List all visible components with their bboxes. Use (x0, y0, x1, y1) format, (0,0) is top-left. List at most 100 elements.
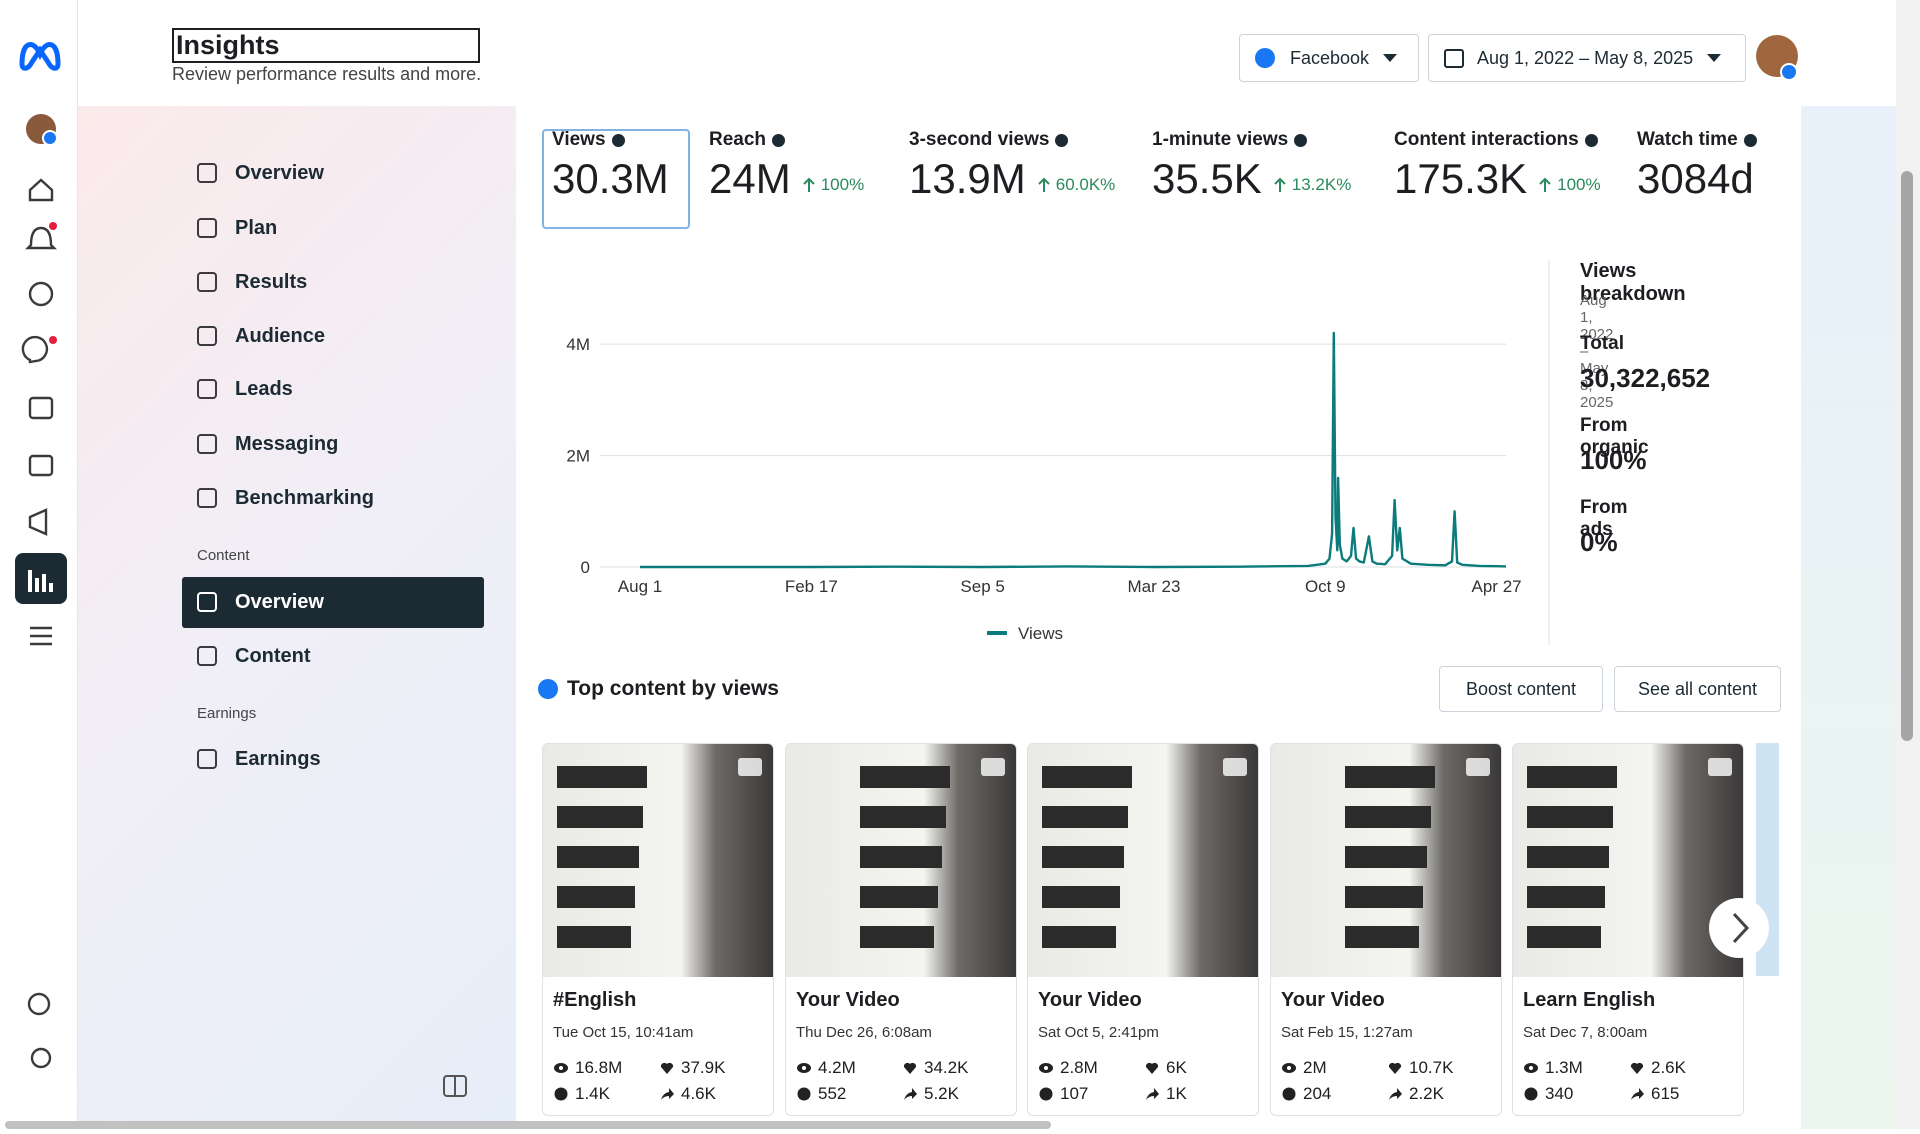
glyph (1145, 1062, 1159, 1074)
glyph (1389, 1088, 1402, 1100)
glyph (197, 379, 217, 399)
breakdown-value: 100% (1580, 445, 1647, 475)
boost-button[interactable]: Boost content (1439, 666, 1603, 712)
stat-value: 2M (1303, 1058, 1327, 1077)
home-icon[interactable] (28, 178, 54, 202)
meta-logo[interactable] (19, 42, 61, 71)
stat-value: 204 (1303, 1084, 1332, 1103)
ads-icon[interactable] (28, 281, 54, 307)
notifications-icon[interactable] (25, 226, 57, 250)
stat-value: 615 (1651, 1084, 1680, 1103)
rail-nav (21, 178, 57, 1069)
h-scroll-thumb[interactable] (5, 1121, 1051, 1129)
platform-dropdown[interactable]: Facebook (1239, 34, 1419, 82)
board-mark (1345, 926, 1419, 948)
stat-value: 2.8M (1060, 1058, 1098, 1077)
change-value: 100% (820, 175, 865, 194)
board-mark (1042, 846, 1124, 868)
board-mark (1345, 886, 1423, 908)
nav-item[interactable]: Overview (195, 582, 324, 622)
board-mark (1345, 766, 1435, 788)
menu-icon[interactable] (30, 626, 52, 646)
stat-shares: 615 (1629, 1084, 1679, 1104)
board-mark (860, 926, 934, 948)
content-card[interactable]: Learn English Sat Dec 7, 8:00am 1.3M 2.6K 34… (1512, 743, 1744, 1116)
planner-icon[interactable] (28, 454, 54, 477)
nav-icon (197, 488, 217, 508)
y-tick-label: 4M (566, 335, 590, 354)
nav-icon (197, 434, 217, 454)
board-mark (1527, 926, 1601, 948)
calendar-icon (1444, 49, 1464, 68)
collapse-icon[interactable] (442, 1074, 470, 1100)
y-tick-label: 2M (566, 447, 590, 466)
nav-item[interactable]: Results (195, 262, 307, 302)
share-icon (1146, 1088, 1159, 1100)
next-arrow[interactable] (1707, 896, 1771, 960)
stat-views: 2.8M (1038, 1058, 1098, 1078)
glyph (197, 434, 217, 454)
heart-icon (1630, 1062, 1644, 1074)
thumbnail (1271, 744, 1501, 977)
glyph (197, 488, 217, 508)
stat-value: 6K (1166, 1058, 1187, 1077)
date-dropdown[interactable]: Aug 1, 2022 – May 8, 2025 (1428, 34, 1746, 82)
scroll-thumb[interactable] (1901, 171, 1913, 741)
nav-label: Messaging (235, 432, 339, 455)
metric[interactable]: Watch time 3084d (1637, 129, 1771, 227)
posts-icon[interactable] (28, 396, 54, 420)
board-mark (1042, 926, 1116, 948)
nav-item[interactable]: Earnings (195, 739, 321, 779)
stat-shares: 4.6K (659, 1084, 716, 1104)
nav-item[interactable]: Overview (195, 153, 324, 193)
board-mark (557, 846, 639, 868)
metric[interactable]: Content interactions 175.3K 100% (1394, 129, 1601, 227)
nav-item[interactable]: Plan (195, 208, 277, 248)
eye-icon (797, 1063, 811, 1073)
metric-name: Watch time (1637, 129, 1738, 150)
stat-shares: 5.2K (902, 1084, 959, 1104)
glyph (1146, 1088, 1159, 1100)
nav-item[interactable]: Benchmarking (195, 478, 374, 518)
stat-value: 37.9K (681, 1058, 726, 1077)
content-card[interactable]: Your Video Sat Oct 5, 2:41pm 2.8M 6K 107 1K (1027, 743, 1259, 1116)
stat-reactions: 6K (1144, 1058, 1187, 1078)
content-card[interactable]: #English Tue Oct 15, 10:41am 16.8M 37.9K 1.4… (542, 743, 774, 1116)
metric-change: 60.0K% (1038, 175, 1115, 195)
legend-label: Views (1018, 624, 1063, 643)
breakdown-label: From organic (1580, 415, 1649, 458)
info-icon (772, 133, 786, 147)
see-all-button[interactable]: See all content (1614, 666, 1781, 712)
scrollbar (1896, 0, 1920, 1129)
stat-value: 10.7K (1409, 1058, 1454, 1077)
metric[interactable]: Reach 24M 100% (709, 129, 864, 227)
board-mark (1042, 886, 1120, 908)
page-subtitle: Review performance results and more. (172, 64, 482, 84)
info-icon (611, 133, 625, 147)
metric-value: 30.3M (552, 155, 669, 202)
nav-item[interactable]: Leads (195, 369, 293, 409)
inbox-icon[interactable] (21, 335, 49, 364)
nav-item[interactable]: Audience (195, 316, 325, 356)
campaign-icon[interactable] (28, 508, 48, 536)
metric[interactable]: 1-minute views 35.5K 13.2K% (1152, 129, 1351, 227)
settings-icon[interactable] (30, 1047, 52, 1069)
stat-value: 340 (1545, 1084, 1574, 1103)
metric[interactable]: Views 30.3M (552, 129, 669, 227)
search-icon[interactable] (27, 992, 51, 1016)
nav-item[interactable]: Content (195, 636, 311, 676)
glyph (1529, 1066, 1533, 1070)
content-card[interactable]: Your Video Sat Feb 15, 1:27am 2M 10.7K 204 2.… (1270, 743, 1502, 1116)
metric-change: 13.2K% (1274, 175, 1351, 195)
profile-avatar[interactable] (1755, 34, 1803, 82)
glyph (1388, 1062, 1402, 1074)
active-bg (182, 577, 484, 628)
card-date: Sat Dec 7, 8:00am (1523, 1024, 1648, 1041)
content-card[interactable]: Your Video Thu Dec 26, 6:08am 4.2M 34.2K 552… (785, 743, 1017, 1116)
metric[interactable]: 3-second views 13.9M 60.0K% (909, 129, 1115, 227)
caret (1383, 54, 1398, 62)
board-mark (1527, 846, 1609, 868)
nav-item[interactable]: Messaging (195, 424, 338, 464)
glyph (559, 1066, 563, 1070)
